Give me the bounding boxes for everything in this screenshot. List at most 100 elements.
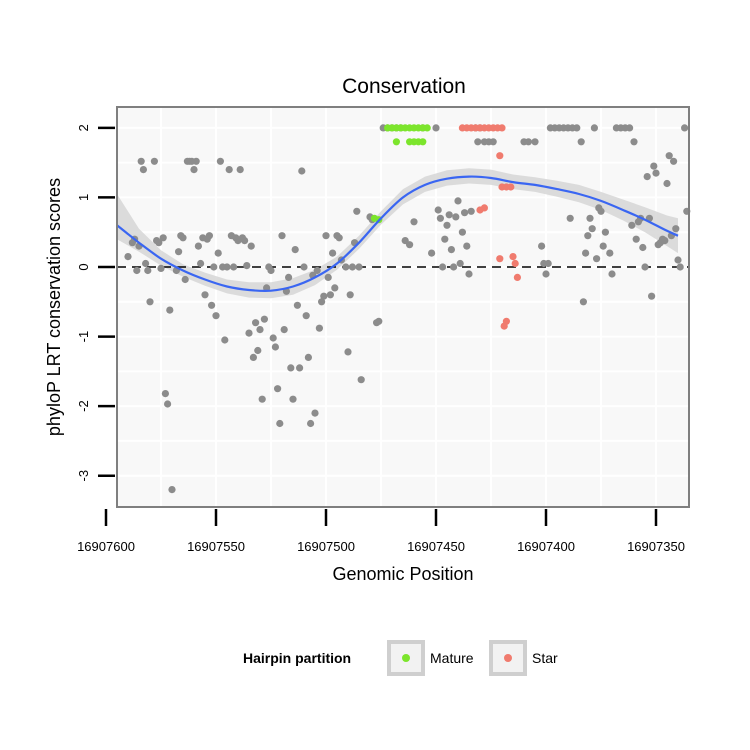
x-axis: 16907600 16907550 16907500 16907450 16907400… [77, 509, 685, 554]
point-other [661, 237, 669, 245]
y-axis: -3 -2 -1 0 1 2 [76, 124, 115, 481]
point-other [164, 400, 172, 408]
plot-panel [117, 107, 689, 507]
point-other [450, 263, 458, 271]
point-other [630, 138, 638, 146]
point-other [150, 157, 158, 165]
point-other [274, 385, 282, 393]
x-axis-label: Genomic Position [332, 564, 473, 584]
point-other [302, 312, 310, 320]
point-other [582, 249, 590, 257]
point-other [454, 197, 462, 205]
point-other [346, 291, 354, 299]
point-other [212, 312, 220, 320]
point-star [496, 152, 504, 160]
x-tick-label: 16907550 [187, 539, 245, 554]
point-other [241, 237, 249, 245]
point-mature [419, 138, 427, 146]
point-other [597, 207, 605, 215]
point-other [263, 284, 271, 292]
point-other [650, 162, 658, 170]
point-other [584, 232, 592, 240]
point-other [146, 298, 154, 306]
point-other [428, 249, 436, 257]
point-other [175, 248, 183, 256]
point-other [648, 292, 656, 300]
point-other [243, 262, 251, 270]
legend-label-mature: Mature [430, 650, 474, 666]
point-other [643, 173, 651, 181]
point-other [214, 249, 222, 257]
point-other [166, 306, 174, 314]
point-other [289, 395, 297, 403]
point-other [205, 232, 213, 240]
point-other [538, 242, 546, 250]
point-other [161, 390, 169, 398]
point-other [588, 225, 596, 233]
point-other [291, 246, 299, 254]
point-other [445, 211, 453, 219]
point-other [452, 213, 460, 221]
point-other [639, 243, 647, 252]
point-other [681, 124, 689, 132]
point-other [335, 234, 343, 242]
point-other [357, 376, 365, 384]
point-other [260, 315, 268, 323]
point-other [313, 266, 321, 275]
point-other [137, 157, 145, 165]
point-other [298, 167, 306, 175]
point-other [168, 486, 176, 494]
point-other [432, 124, 440, 132]
legend: Hairpin partition Mature Star [243, 640, 558, 676]
point-other [254, 346, 262, 355]
point-star [513, 273, 522, 281]
legend-key-mature [387, 640, 425, 676]
point-other [344, 348, 352, 356]
point-other [190, 166, 198, 174]
point-other [201, 291, 209, 299]
point-other [608, 270, 616, 278]
point-other [300, 263, 308, 271]
point-other [348, 263, 356, 271]
panel-border [116, 106, 690, 508]
point-mature [392, 138, 400, 146]
x-tick-label: 16907600 [77, 539, 135, 554]
point-other [626, 124, 634, 132]
point-other [342, 263, 350, 271]
point-other [447, 246, 455, 254]
point-other [230, 263, 238, 271]
point-other [672, 225, 680, 233]
point-other [641, 263, 649, 271]
point-other [461, 209, 469, 217]
point-other [566, 214, 574, 222]
point-other [208, 301, 216, 309]
point-other [579, 298, 588, 306]
point-other [256, 326, 264, 334]
point-other [133, 266, 141, 275]
point-other [139, 166, 147, 174]
point-other [267, 266, 275, 275]
point-other [573, 124, 581, 132]
point-other [304, 353, 312, 361]
point-other [524, 138, 533, 146]
point-mature [423, 124, 431, 132]
point-star [511, 259, 519, 268]
point-other [331, 284, 339, 292]
point-star [509, 253, 517, 261]
legend-label-star: Star [532, 650, 558, 666]
y-tick-label: -3 [76, 470, 91, 482]
x-tick-label: 16907450 [407, 539, 465, 554]
point-other [245, 329, 253, 337]
smooth-fit [116, 175, 679, 292]
point-other [236, 166, 244, 174]
point-other [439, 263, 447, 271]
point-other [593, 255, 601, 263]
point-other [663, 179, 671, 188]
point-other [124, 253, 132, 261]
legend-dot-mature [402, 654, 410, 662]
point-other [194, 242, 202, 250]
point-other [315, 324, 323, 332]
smooth-line [116, 175, 679, 292]
point-other [531, 138, 539, 146]
point-other [601, 228, 610, 236]
